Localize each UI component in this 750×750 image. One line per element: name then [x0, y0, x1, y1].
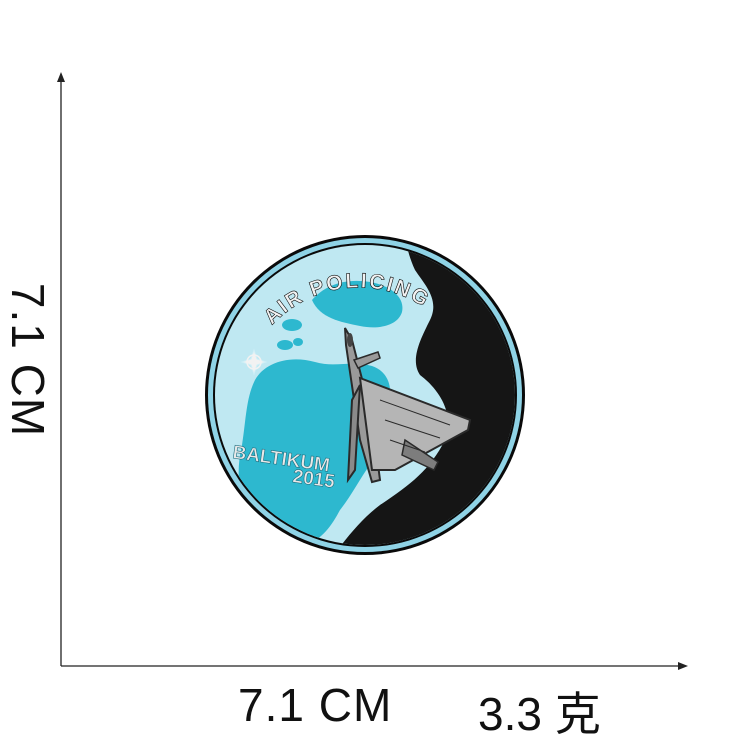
height-dimension-label: 7.1 CM [2, 282, 54, 438]
patch-island [282, 319, 302, 331]
patch-night-area [330, 245, 515, 545]
compass-star-icon [240, 348, 268, 376]
patch-island [293, 338, 303, 346]
patch-land-scandinavia [312, 280, 403, 328]
dimension-axes [57, 72, 688, 670]
patch-island [277, 340, 293, 350]
weight-label: 3.3 克 [478, 688, 601, 740]
vertical-axis-arrow-icon [57, 72, 65, 82]
fighter-jet-icon [344, 327, 472, 484]
horizontal-axis-arrow-icon [678, 662, 688, 670]
width-dimension-label: 7.1 CM [238, 679, 393, 731]
embroidered-patch: AIR POLICING BALTIKUM 2015 [205, 235, 525, 555]
